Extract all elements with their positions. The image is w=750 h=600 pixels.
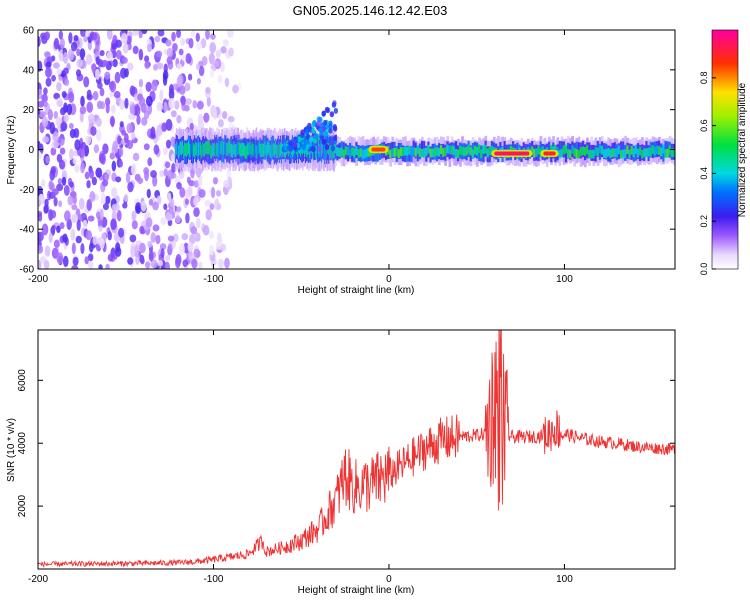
figure-title: GN05.2025.146.12.42.E03: [293, 3, 448, 18]
colorbar-tick-label: 0.4: [699, 167, 709, 180]
colorbar-tick-label: 0.2: [699, 215, 709, 228]
x-tick-label: 100: [556, 574, 573, 585]
spectrogram-feature-noise: [38, 30, 242, 269]
snr-panel: -200 -100 0 100 2000 4000 6000 Height of stra…: [6, 329, 676, 596]
snr-x-axis: -200 -100 0 100: [28, 330, 573, 585]
x-tick-label: -100: [203, 274, 223, 285]
spectrogram-image: [38, 30, 675, 269]
snr-x-label: Height of straight line (km): [298, 585, 415, 596]
spectrogram-feature-hotspot: [540, 149, 559, 157]
y-tick-label: 4000: [17, 432, 28, 455]
y-tick-label: 6000: [17, 369, 28, 392]
spectrogram-feature-plume: [281, 100, 339, 153]
y-tick-label: -20: [20, 185, 35, 196]
colorbar-ticks: 0.0 0.2 0.4 0.6 0.8: [699, 72, 716, 276]
x-tick-label: 100: [556, 274, 573, 285]
snr-y-label: SNR (10 * v/v): [6, 418, 17, 482]
x-tick-label: 0: [386, 574, 392, 585]
x-tick-label: -200: [28, 274, 48, 285]
x-tick-label: -100: [203, 574, 223, 585]
snr-series-line: [37, 329, 676, 568]
y-tick-label: 60: [23, 26, 35, 37]
spectrogram-x-axis: -200 -100 0 100: [28, 30, 573, 285]
y-tick-label: 2000: [17, 495, 28, 518]
y-tick-label: 40: [23, 65, 35, 76]
snr-y-axis: 2000 4000 6000: [17, 369, 675, 517]
spectrogram-y-label: Frequency (Hz): [6, 116, 17, 185]
colorbar-tick-label: 0.6: [699, 119, 709, 132]
y-tick-label: 20: [23, 105, 35, 116]
spectrogram-x-label: Height of straight line (km): [298, 285, 415, 296]
colorbar-label: Normalized spectral amplitude: [737, 82, 748, 217]
x-tick-label: 0: [386, 274, 392, 285]
spectrogram-y-axis: -60 -40 -20 0 20 40 60: [20, 26, 675, 276]
colorbar-gradient: [711, 29, 739, 270]
spectrogram-feature-hotspot: [491, 149, 533, 157]
colorbar-tick-label: 0.0: [699, 263, 709, 276]
y-tick-label: -60: [20, 265, 35, 276]
y-tick-label: -40: [20, 225, 35, 236]
snr-series: [37, 329, 676, 568]
colorbar-tick-label: 0.8: [699, 72, 709, 85]
colorbar: 0.0 0.2 0.4 0.6 0.8 Normalized spectral ampl…: [699, 29, 748, 276]
spectrogram-feature-hotspot: [368, 146, 389, 153]
x-tick-label: -200: [28, 574, 48, 585]
y-tick-label: 0: [28, 145, 34, 156]
snr-frame: [37, 329, 676, 570]
